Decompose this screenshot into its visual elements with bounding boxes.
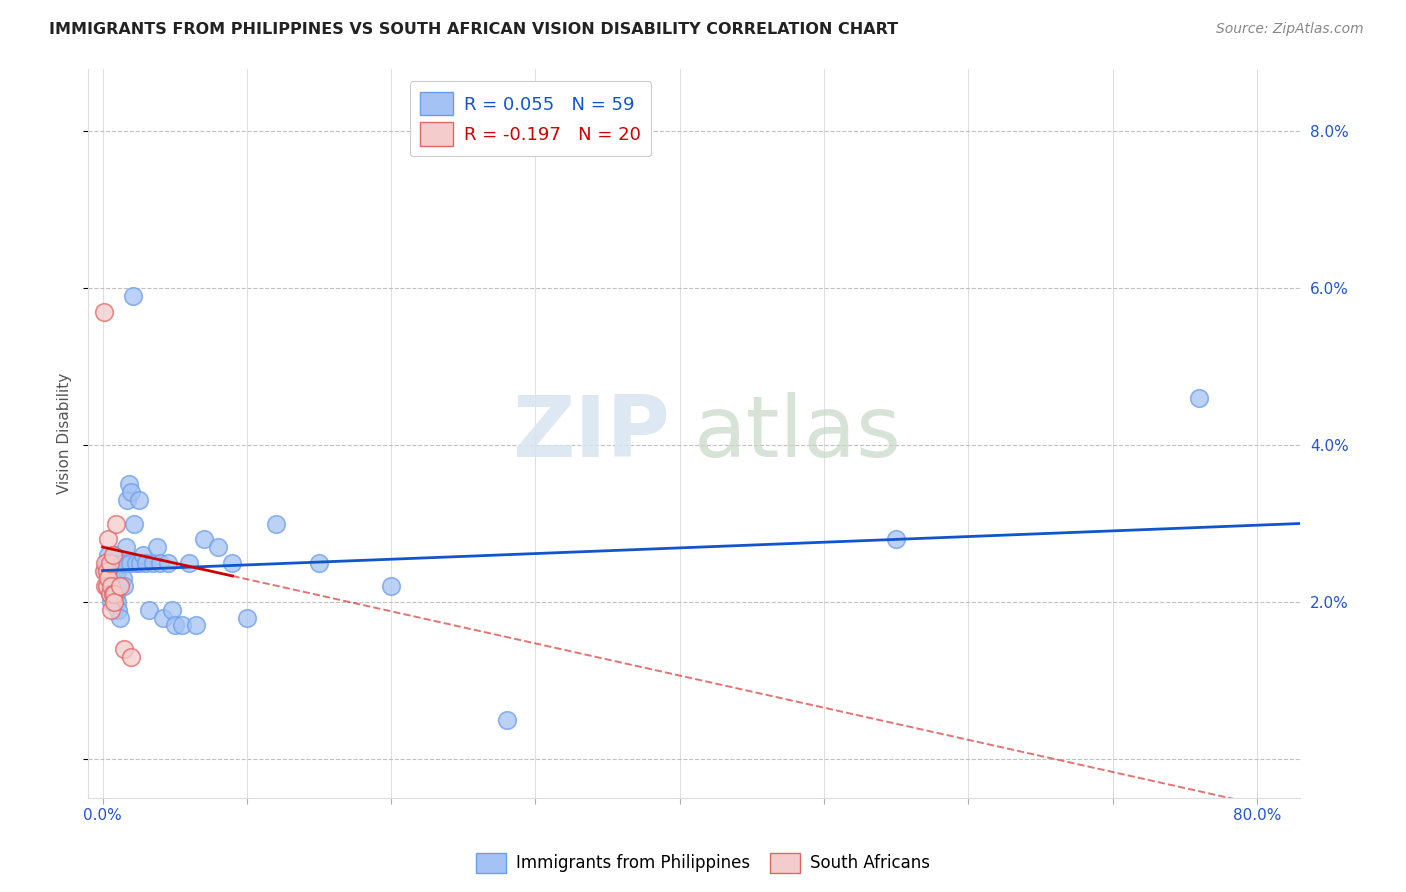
- Point: [97, 571, 120, 585]
- Point: [103, 587, 125, 601]
- Point: [104, 587, 127, 601]
- Legend: Immigrants from Philippines, South Africans: Immigrants from Philippines, South Afric…: [470, 847, 936, 880]
- Point: [120, 485, 142, 500]
- Point: [108, 579, 131, 593]
- Point: [142, 556, 165, 570]
- Point: [207, 540, 229, 554]
- Point: [100, 579, 122, 593]
- Point: [94, 564, 117, 578]
- Point: [112, 579, 135, 593]
- Point: [97, 564, 120, 578]
- Point: [100, 603, 122, 617]
- Point: [308, 556, 330, 570]
- Text: atlas: atlas: [695, 392, 903, 475]
- Point: [120, 649, 142, 664]
- Point: [112, 556, 135, 570]
- Point: [163, 618, 186, 632]
- Point: [156, 556, 179, 570]
- Point: [149, 556, 172, 570]
- Point: [146, 540, 169, 554]
- Point: [96, 556, 118, 570]
- Point: [107, 603, 129, 617]
- Point: [495, 713, 517, 727]
- Point: [221, 556, 243, 570]
- Point: [112, 642, 135, 657]
- Point: [100, 579, 122, 593]
- Point: [96, 579, 118, 593]
- Point: [114, 540, 136, 554]
- Point: [236, 610, 259, 624]
- Text: IMMIGRANTS FROM PHILIPPINES VS SOUTH AFRICAN VISION DISABILITY CORRELATION CHART: IMMIGRANTS FROM PHILIPPINES VS SOUTH AFR…: [49, 22, 898, 37]
- Point: [105, 595, 128, 609]
- Point: [100, 564, 122, 578]
- Point: [138, 603, 160, 617]
- Point: [115, 493, 138, 508]
- Point: [96, 564, 118, 578]
- Point: [132, 548, 155, 562]
- Point: [122, 289, 145, 303]
- Text: ZIP: ZIP: [512, 392, 669, 475]
- Point: [93, 304, 115, 318]
- Point: [94, 556, 117, 570]
- Point: [93, 564, 115, 578]
- Point: [97, 548, 120, 562]
- Point: [104, 571, 127, 585]
- Point: [96, 579, 118, 593]
- Point: [264, 516, 287, 531]
- Point: [111, 571, 134, 585]
- Point: [100, 595, 122, 609]
- Y-axis label: Vision Disability: Vision Disability: [58, 373, 72, 494]
- Point: [117, 477, 139, 491]
- Point: [101, 556, 124, 570]
- Point: [103, 548, 125, 562]
- Point: [124, 516, 146, 531]
- Point: [101, 548, 124, 562]
- Point: [884, 532, 907, 546]
- Point: [107, 579, 129, 593]
- Point: [98, 556, 121, 570]
- Point: [1188, 391, 1211, 405]
- Point: [105, 564, 128, 578]
- Legend: R = 0.055   N = 59, R = -0.197   N = 20: R = 0.055 N = 59, R = -0.197 N = 20: [409, 81, 651, 156]
- Point: [152, 610, 174, 624]
- Point: [110, 556, 132, 570]
- Point: [98, 556, 121, 570]
- Point: [135, 556, 157, 570]
- Point: [97, 532, 120, 546]
- Point: [128, 493, 150, 508]
- Point: [160, 603, 183, 617]
- Point: [125, 556, 148, 570]
- Point: [118, 556, 141, 570]
- Point: [103, 595, 125, 609]
- Point: [193, 532, 215, 546]
- Text: Source: ZipAtlas.com: Source: ZipAtlas.com: [1216, 22, 1364, 37]
- Point: [103, 579, 125, 593]
- Point: [170, 618, 193, 632]
- Point: [179, 556, 201, 570]
- Point: [186, 618, 208, 632]
- Point: [98, 571, 121, 585]
- Point: [101, 587, 124, 601]
- Point: [94, 579, 117, 593]
- Point: [129, 556, 152, 570]
- Point: [104, 516, 127, 531]
- Point: [380, 579, 402, 593]
- Point: [98, 587, 121, 601]
- Point: [101, 571, 124, 585]
- Point: [98, 587, 121, 601]
- Point: [108, 610, 131, 624]
